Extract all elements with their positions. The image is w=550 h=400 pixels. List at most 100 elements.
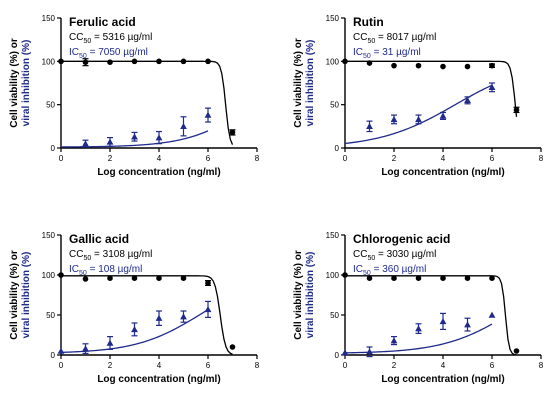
inhibition-point (155, 314, 163, 321)
viability-point (342, 272, 348, 278)
inhibition-point (439, 112, 447, 119)
viability-point (205, 58, 211, 65)
cc50-annotation: CC50 = 3108 µg/ml (69, 249, 152, 262)
viability-point (513, 348, 520, 354)
chart-panel-3: 0 50 100 150 0 2 4 6 8 Log concentration (ng/ml) C… (9, 231, 260, 385)
x-tick-label: 4 (157, 154, 162, 163)
viability-point (489, 275, 495, 282)
viability-point (180, 58, 187, 65)
x-axis-label: Log concentration (ng/ml) (97, 374, 220, 385)
ic50-value: = 31 µg/ml (371, 47, 421, 58)
x-tick-label: 2 (108, 361, 113, 370)
x-tick-label: 6 (490, 154, 495, 163)
viability-point (205, 280, 211, 286)
inhibition-point (366, 122, 373, 130)
ic50-value: = 108 µg/ml (87, 264, 143, 275)
ic50-subscript: 50 (363, 270, 371, 277)
viability-fit-curve (61, 275, 233, 355)
y-axis-label-line2: viral inhibition (%) (21, 40, 32, 127)
viability-point (415, 62, 422, 69)
ic50-label: IC (69, 47, 79, 58)
panel-title: Gallic acid (69, 232, 129, 246)
y-tick-label: 150 (42, 14, 56, 23)
viability-point (440, 275, 446, 282)
viability-point (131, 275, 138, 282)
viability-point (58, 58, 64, 65)
chart-panel-2: 0 50 100 150 0 2 4 6 8 Log concentration (ng/ml) C… (293, 14, 544, 178)
ic50-annotation: IC50 = 360 µg/ml (353, 264, 426, 277)
inhibition-point (390, 116, 398, 123)
y-tick-label: 50 (330, 311, 339, 320)
inhibition-point (439, 318, 447, 325)
inhibition-point (204, 111, 212, 118)
viability-fit-curve (61, 60, 234, 145)
y-axis-label-line1: Cell viability (%) or (9, 250, 20, 340)
viability-point (58, 272, 64, 278)
y-axis-label-line2: viral inhibition (%) (305, 252, 316, 339)
inhibition-point (464, 96, 471, 104)
inhibition-point (106, 138, 114, 145)
y-tick-label: 0 (51, 351, 56, 360)
x-tick-label: 0 (343, 361, 348, 370)
cc50-value: = 5316 µg/ml (91, 32, 152, 43)
y-axis-label-line1: Cell viability (%) or (293, 38, 304, 128)
chart-panel-4: 0 50 100 150 0 2 4 6 8 Log concentration (ng/ml) C… (293, 231, 544, 385)
ic50-annotation: IC50 = 7050 µg/ml (69, 47, 148, 60)
y-axis-label-line1: Cell viability (%) or (9, 38, 20, 128)
x-tick-label: 0 (59, 361, 64, 370)
inhibition-point (341, 349, 349, 356)
y-tick-label: 150 (42, 231, 56, 240)
cc50-value: = 3030 µg/ml (375, 249, 436, 260)
y-tick-label: 100 (326, 271, 340, 280)
viability-point (489, 62, 495, 69)
x-axis-label: Log concentration (ng/ml) (381, 167, 504, 178)
x-tick-label: 8 (539, 154, 544, 163)
inhibition-point (131, 133, 138, 140)
inhibition-point (415, 116, 422, 123)
y-tick-label: 0 (335, 144, 340, 153)
cc50-label: CC (69, 249, 83, 260)
panel-title: Chlorogenic acid (353, 232, 450, 246)
ic50-value: = 360 µg/ml (371, 264, 427, 275)
cc50-annotation: CC50 = 3030 µg/ml (353, 249, 436, 262)
viability-point (440, 63, 446, 70)
viability-point (391, 275, 397, 282)
viability-point (156, 275, 162, 282)
viability-point (464, 275, 471, 282)
cc50-annotation: CC50 = 8017 µg/ml (353, 32, 436, 45)
y-tick-label: 100 (326, 57, 340, 66)
cc50-value: = 3108 µg/ml (91, 249, 152, 260)
chart-panel-1: 0 50 100 150 0 2 4 6 8 Log concentration (ng/ml) C… (9, 14, 260, 178)
ic50-label: IC (353, 264, 363, 275)
y-axis-label-line1: Cell viability (%) or (293, 250, 304, 340)
inhibition-point (464, 321, 471, 328)
x-axis-label: Log concentration (ng/ml) (97, 167, 220, 178)
inhibition-point (488, 311, 496, 318)
y-tick-label: 0 (51, 144, 56, 153)
cc50-subscript: 50 (367, 38, 375, 45)
inhibition-point (488, 83, 496, 91)
viability-fit-curve (345, 60, 518, 117)
ic50-value: = 7050 µg/ml (87, 47, 148, 58)
x-tick-label: 4 (441, 154, 446, 163)
viability-point (464, 63, 471, 70)
cc50-subscript: 50 (83, 255, 91, 262)
inhibition-point (106, 339, 114, 346)
y-axis-label-line2: viral inhibition (%) (21, 252, 32, 339)
x-tick-label: 0 (59, 154, 64, 163)
x-tick-label: 8 (255, 361, 260, 370)
ic50-subscript: 50 (79, 53, 87, 60)
inhibition-point (366, 348, 373, 355)
inhibition-point (415, 325, 422, 332)
inhibition-point (180, 122, 187, 130)
x-axis-label: Log concentration (ng/ml) (381, 374, 504, 385)
viability-point (82, 276, 89, 282)
cc50-subscript: 50 (367, 255, 375, 262)
viability-point (415, 275, 422, 282)
viability-point (82, 59, 89, 65)
panel-title: Ferulic acid (69, 15, 136, 29)
y-tick-label: 150 (326, 14, 340, 23)
inhibition-point (131, 326, 138, 333)
ic50-annotation: IC50 = 108 µg/ml (69, 264, 142, 277)
